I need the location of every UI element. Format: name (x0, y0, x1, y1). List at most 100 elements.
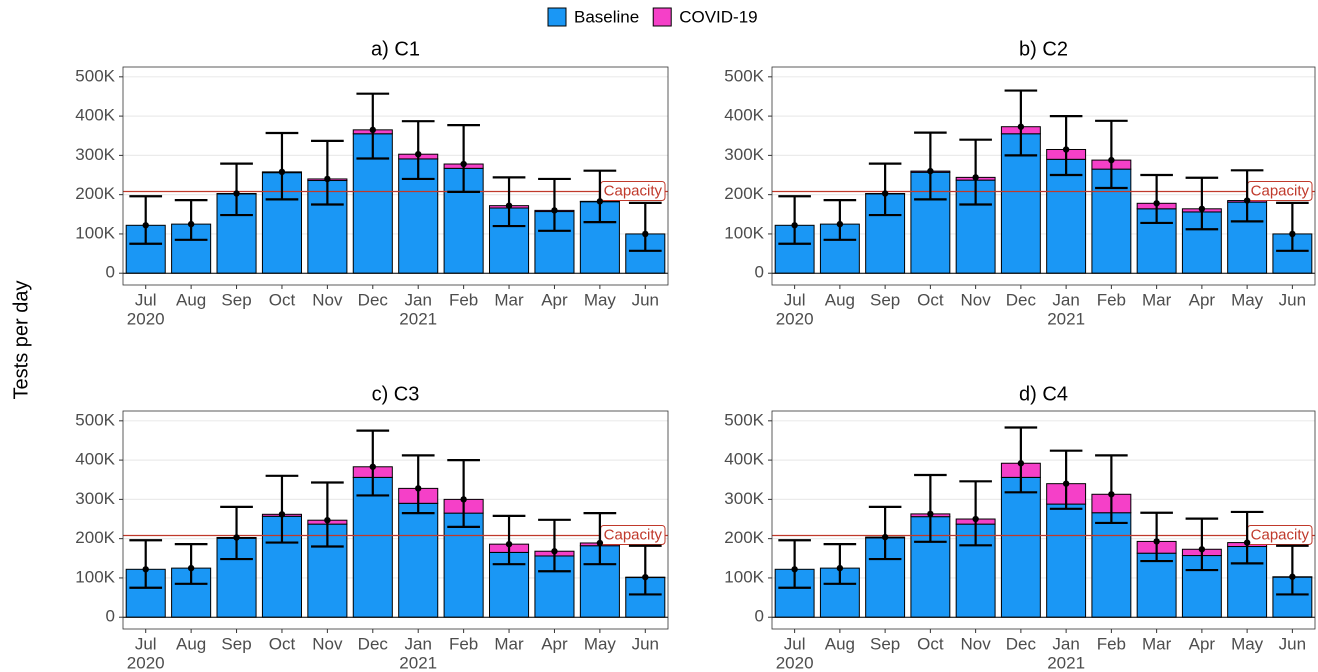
error-bar (1230, 169, 1264, 223)
y-tick-label: 500K (75, 66, 115, 85)
x-tick-label: Mar (1142, 290, 1172, 309)
mean-point (836, 564, 844, 572)
error-bar (1004, 426, 1038, 494)
error-bar (1140, 173, 1173, 225)
error-bar (914, 473, 947, 543)
reference-label: Capacity (604, 526, 663, 543)
bar-segment (1046, 503, 1087, 618)
x-tick-label: Jan (1052, 634, 1079, 653)
panel-border (122, 410, 669, 630)
x-tick-label: Feb (449, 634, 478, 653)
x-tick-label: Mar (1142, 634, 1172, 653)
x-group-label: 2020 (127, 653, 165, 672)
error-bar (538, 518, 571, 573)
y-tick-label: 400K (724, 450, 764, 469)
mean-point (415, 151, 422, 158)
x-tick-label: Nov (312, 290, 343, 309)
x-tick-label: Nov (961, 634, 992, 653)
x-tick-label: Aug (176, 634, 206, 653)
bar-segment (579, 545, 620, 618)
error-bar (265, 474, 299, 544)
x-group-label: 2021 (399, 653, 437, 672)
error-bar (1095, 454, 1128, 525)
error-bar (447, 458, 480, 528)
mean-point (1153, 538, 1160, 545)
error-bar (959, 138, 992, 206)
mean-point (551, 207, 558, 214)
y-tick-label: 300K (75, 145, 115, 164)
mean-point (1153, 200, 1160, 207)
mean-point (1062, 146, 1070, 153)
bar-segment (443, 512, 484, 618)
y-tick-label: 200K (75, 184, 115, 203)
mean-point (1062, 480, 1070, 487)
error-bar (1095, 119, 1128, 190)
x-tick-label: Oct (269, 290, 296, 309)
error-bar (583, 169, 617, 224)
x-tick-label: Jan (1052, 290, 1079, 309)
x-tick-label: Oct (917, 634, 944, 653)
mean-point (233, 534, 240, 541)
error-bar (129, 195, 163, 245)
mean-point (1198, 205, 1206, 212)
mean-point (1289, 573, 1296, 580)
mean-point (927, 167, 934, 175)
mean-point (233, 190, 240, 197)
x-group-label: 2020 (127, 309, 165, 328)
x-tick-label: Jun (1279, 634, 1306, 653)
mean-point (1243, 539, 1251, 546)
y-tick-label: 100K (75, 567, 115, 586)
x-tick-label: Jun (1279, 290, 1306, 309)
mean-point (881, 533, 889, 541)
mean-point (369, 126, 376, 134)
error-bar (1276, 201, 1309, 252)
error-bar (220, 162, 253, 217)
x-group-label: 2021 (1047, 309, 1085, 328)
reference-label: Capacity (1251, 182, 1310, 199)
panel-title: c) C3 (372, 383, 420, 405)
error-bar (492, 176, 526, 228)
x-tick-label: Jul (135, 290, 157, 309)
error-bar (778, 195, 811, 245)
mean-point (927, 510, 934, 518)
error-bar (1049, 114, 1083, 177)
y-tick-label: 200K (724, 528, 764, 547)
x-tick-label: Apr (1189, 634, 1216, 653)
x-tick-label: Feb (1097, 290, 1126, 309)
error-bar (492, 514, 526, 566)
error-bar (628, 201, 662, 252)
y-tick-label: 500K (75, 410, 115, 429)
x-tick-label: Jan (404, 290, 431, 309)
y-tick-label: 0 (106, 263, 115, 282)
error-bar (1185, 176, 1219, 231)
y-tick-label: 400K (75, 106, 115, 125)
y-tick-label: 100K (75, 223, 115, 242)
mean-point (415, 485, 422, 492)
error-bar (401, 454, 435, 515)
y-tick-label: 400K (75, 450, 115, 469)
x-tick-label: Mar (494, 634, 524, 653)
x-tick-label: Sep (870, 634, 900, 653)
x-tick-label: Apr (541, 290, 568, 309)
x-tick-label: Dec (1006, 290, 1037, 309)
mean-point (369, 463, 376, 470)
x-tick-label: Mar (494, 290, 524, 309)
mean-point (142, 222, 149, 229)
mean-point (460, 160, 467, 168)
error-bar (628, 544, 662, 596)
x-tick-label: May (1231, 634, 1264, 653)
error-bar (1004, 89, 1038, 157)
x-tick-label: Jan (404, 634, 431, 653)
mean-point (791, 222, 798, 229)
error-bar (583, 512, 617, 566)
mean-point (836, 220, 844, 228)
y-tick-label: 300K (724, 489, 764, 508)
mean-point (881, 190, 889, 197)
x-tick-label: Oct (269, 634, 296, 653)
x-tick-label: Aug (825, 290, 855, 309)
y-tick-label: 100K (724, 567, 764, 586)
mean-point (278, 511, 286, 518)
x-tick-label: Sep (870, 290, 900, 309)
error-bar (1185, 517, 1219, 572)
